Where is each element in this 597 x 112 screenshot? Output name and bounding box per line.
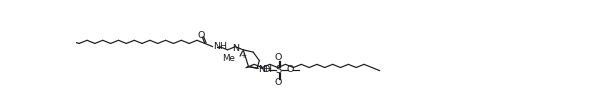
Text: N: N [232, 44, 239, 53]
Text: O: O [198, 31, 205, 40]
Text: −: − [259, 63, 267, 72]
Text: Me: Me [223, 54, 235, 63]
Text: O: O [287, 65, 294, 74]
Text: NH: NH [259, 65, 273, 74]
Text: +: + [240, 53, 246, 59]
Text: NH: NH [214, 42, 227, 51]
Text: O: O [275, 53, 282, 62]
Text: O: O [263, 65, 270, 74]
Text: S: S [275, 65, 282, 75]
Text: O: O [275, 78, 282, 87]
